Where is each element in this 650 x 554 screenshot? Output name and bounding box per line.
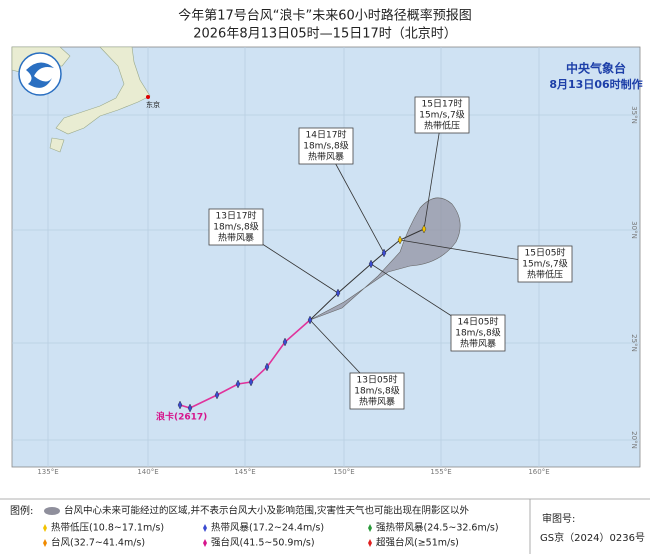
- city-label: 东京: [146, 100, 160, 109]
- track-point: [381, 248, 387, 258]
- lat-label: 35°N: [630, 106, 638, 124]
- lon-label: 145°E: [234, 468, 255, 476]
- callout-text: 15日05时: [525, 247, 566, 259]
- track-point: [307, 315, 313, 325]
- lon-label: 155°E: [430, 468, 451, 476]
- callout-text: 热带风暴: [218, 232, 254, 244]
- legend-cone-swatch: [44, 507, 60, 515]
- track-point: [248, 377, 254, 387]
- landmass: [49, 137, 65, 153]
- logo-ring: [18, 52, 62, 96]
- logo-swirl: [26, 62, 54, 88]
- callout-text: 18m/s,8级: [213, 221, 259, 233]
- legend-marker: [203, 524, 207, 532]
- legend-marker: [43, 524, 47, 532]
- legend-label: 热带风暴(17.2~24.4m/s): [211, 522, 324, 534]
- callout-text: 14日05时: [458, 316, 499, 328]
- callout-box: [517, 245, 573, 283]
- callout-box: [450, 314, 506, 352]
- track-point: [235, 379, 241, 389]
- issued-time: 8月13日06时制作: [549, 77, 642, 91]
- agency-name: 中央气象台: [566, 61, 626, 76]
- callout-box: [208, 208, 264, 246]
- legend-label: 强热带风暴(24.5~32.6m/s): [376, 522, 499, 534]
- legend-cone-text: 台风中心未来可能经过的区域,并不表示台风大小及影响范围,灾害性天气也可能出现在阴…: [64, 505, 470, 517]
- callout-text: 热带低压: [527, 269, 563, 281]
- title: 今年第17号台风“浪卡”未来60小时路径概率预报图: [178, 8, 472, 24]
- callout-box: [349, 372, 405, 410]
- legend-label: 台风(32.7~41.4m/s): [51, 537, 145, 549]
- callout-text: 15m/s,7级: [522, 258, 568, 270]
- legend-label: 热带低压(10.8~17.1m/s): [51, 522, 164, 534]
- callout-text: 15m/s,7级: [419, 109, 465, 121]
- track-point: [335, 288, 341, 298]
- lat-label: 30°N: [630, 221, 638, 239]
- track-point: [264, 362, 270, 372]
- past-track: [179, 319, 311, 409]
- callout-text: 18m/s,8级: [354, 385, 400, 397]
- callout-text: 18m/s,8级: [303, 140, 349, 152]
- legend-label: 强台风(41.5~50.9m/s): [211, 537, 315, 549]
- typhoon-label: 浪卡(2617): [156, 411, 207, 423]
- lon-label: 140°E: [137, 468, 158, 476]
- lat-label: 25°N: [630, 334, 638, 352]
- callout-text: 热带低压: [424, 120, 460, 132]
- review-label: 审图号:: [542, 512, 575, 525]
- city-dot: [146, 95, 150, 99]
- callout-box: [414, 96, 470, 134]
- legend-marker: [43, 539, 47, 547]
- lon-label: 160°E: [528, 468, 549, 476]
- lon-label: 150°E: [333, 468, 354, 476]
- legend-marker: [368, 539, 372, 547]
- callout-leader: [423, 114, 443, 230]
- track-points: [177, 224, 427, 413]
- legend-title: 图例:: [10, 504, 33, 517]
- callout-text: 热带风暴: [359, 396, 395, 408]
- callout-text: 热带风暴: [308, 151, 344, 163]
- callout-text: 热带风暴: [460, 338, 496, 350]
- lon-label: 135°E: [37, 468, 58, 476]
- track-point: [397, 235, 403, 245]
- forecast-track: [309, 228, 425, 321]
- landmass: [55, 46, 151, 135]
- track-point: [187, 403, 193, 413]
- subtitle: 2026年8月13日05时—15日17时（北京时）: [193, 27, 457, 42]
- graticule: 35°N 30°N 25°N 20°N 135°E 140°E 145°E 150°E 155°…: [12, 47, 640, 476]
- legend-marker: [368, 524, 372, 532]
- track-point: [177, 400, 183, 410]
- legend-label: 超强台风(≥51m/s): [376, 537, 459, 549]
- review-number: GS京（2024）0236号: [540, 531, 645, 544]
- track-point: [421, 224, 427, 234]
- track-point: [214, 390, 220, 400]
- lat-label: 20°N: [630, 431, 638, 449]
- callout-text: 15日17时: [422, 98, 463, 110]
- logo: [18, 52, 62, 96]
- callout-text: 14日17时: [306, 129, 347, 141]
- callout-text: 13日17时: [216, 210, 257, 222]
- track-point: [282, 337, 288, 347]
- legend-items: 热带低压(10.8~17.1m/s) 热带风暴(17.2~24.4m/s) 强热带风…: [43, 522, 499, 549]
- callout-text: 18m/s,8级: [455, 327, 501, 339]
- callout-box: [298, 127, 354, 165]
- callout-text: 13日05时: [357, 374, 398, 386]
- callouts: 15日17时15m/s,7级热带低压14日17时18m/s,8级热带风暴13日1…: [208, 96, 573, 410]
- legend-marker: [203, 539, 207, 547]
- track-point: [368, 259, 374, 269]
